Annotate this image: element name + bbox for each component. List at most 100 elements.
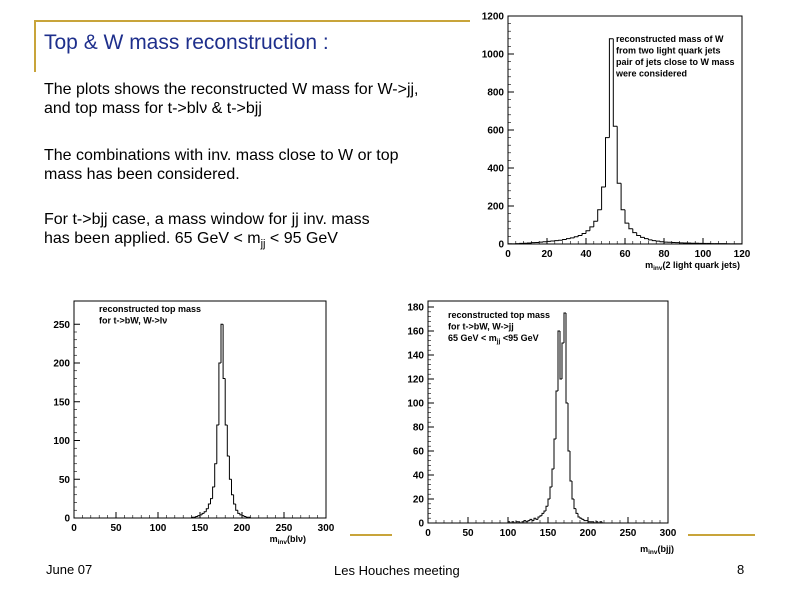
x-tick-label: 50 (110, 523, 122, 534)
histogram-bin (612, 38, 618, 127)
histogram-bin (533, 517, 536, 521)
histogram-bin (547, 498, 550, 507)
x-tick-label: 250 (620, 528, 637, 539)
histogram-bin (597, 521, 600, 524)
histogram-bin (519, 521, 522, 524)
histogram-bin (593, 220, 598, 227)
x-tick-label: 200 (234, 523, 251, 534)
histogram-bin (210, 498, 213, 505)
histogram-bin (226, 425, 230, 457)
histogram-bin (235, 504, 238, 511)
y-tick-label: 140 (407, 351, 424, 362)
x-tick-label: 100 (695, 249, 712, 260)
histogram-bin (585, 230, 590, 234)
histogram-bin (539, 515, 542, 517)
y-tick-label: 100 (407, 399, 424, 410)
histogram-bin (545, 505, 548, 511)
histogram-bin (207, 503, 211, 509)
histogram-bin (222, 324, 226, 379)
y-tick-label: 0 (64, 514, 70, 525)
y-tick-label: 400 (487, 164, 504, 175)
histogram-bin (527, 520, 530, 522)
histogram-bin (601, 186, 606, 210)
histogram-bin (515, 521, 518, 523)
histogram-bin (628, 223, 633, 230)
histogram-bin (197, 515, 200, 517)
histogram-bin (608, 38, 614, 138)
histogram-bin (231, 479, 234, 496)
y-tick-label: 200 (53, 359, 70, 370)
histogram-bin (195, 515, 198, 518)
y-tick-label: 800 (487, 88, 504, 99)
histogram-bin (543, 510, 546, 514)
histogram-bin (587, 520, 590, 523)
histogram-bin (632, 228, 637, 234)
histogram-bin (239, 513, 242, 516)
top-mass-blnu-histogram: 0 50 100 150 200 250 0 50 100 150 200 250 300 reconst… (53, 300, 335, 546)
histogram-bin (577, 234, 583, 237)
histogram-bin (569, 451, 572, 482)
histogram-bin (199, 514, 203, 516)
histogram-bin (228, 456, 232, 480)
paragraph-1-line-2: and top mass for t->blν & t->bjj (44, 100, 262, 117)
histogram-bin (557, 330, 560, 391)
histogram-bin (647, 238, 653, 241)
y-tick-label: 200 (487, 202, 504, 213)
histogram-bin (575, 508, 578, 514)
x-tick-label: 250 (276, 523, 293, 534)
y-tick-label: 250 (53, 320, 70, 331)
histogram-bin (205, 508, 209, 512)
x-tick-label: 200 (580, 528, 597, 539)
legend-line: reconstructed top mass (448, 310, 550, 320)
histogram-bin (243, 515, 247, 517)
histogram-bin (241, 514, 245, 517)
histogram-bin (605, 137, 610, 187)
y-tick-label: 160 (407, 327, 424, 338)
x-tick-label: 60 (619, 249, 631, 260)
histogram-bin (579, 517, 582, 519)
histogram-bin (595, 521, 598, 523)
histogram-bin (593, 521, 596, 524)
histogram-bin (203, 511, 207, 514)
top-mass-bjj-plot: 0 20 40 60 80 100 120 140 160 180 0 50 100 150 200 250 3… (392, 290, 688, 558)
paragraph-3-line-2-prefix: has been applied. 65 GeV < m (44, 230, 261, 247)
accent-line-left (34, 20, 36, 72)
paragraph-3-line-2: has been applied. 65 GeV < mjj < 95 GeV (44, 229, 370, 254)
histogram-bin (201, 512, 205, 515)
legend-line: for t->bW, W->jj (448, 322, 514, 332)
histogram-bin (218, 362, 221, 425)
plot-frame (73, 300, 327, 519)
histogram-bin (214, 463, 217, 487)
footer-date: June 07 (46, 562, 93, 577)
paragraph-3-line-2-sub: jj (260, 238, 266, 251)
x-axis-label: minv(2 light quark jets) (645, 260, 740, 272)
histogram-bin (553, 438, 556, 469)
histogram-bin (655, 240, 661, 242)
histogram-bin (651, 239, 657, 242)
histogram-bin (569, 237, 575, 239)
histogram-bin (599, 521, 602, 523)
histogram-bin (513, 521, 516, 524)
histogram-bin (659, 241, 664, 243)
y-tick-label: 60 (413, 447, 425, 458)
histogram-bin (581, 518, 584, 520)
histogram-bin (509, 521, 512, 524)
paragraph-2-line-1: The combinations with inv. mass close to… (44, 147, 399, 164)
y-tick-label: 120 (407, 375, 424, 386)
histogram-bin (624, 209, 629, 224)
top-mass-blnu-plot: 0 50 100 150 200 250 0 50 100 150 200 250 300 reconst… (44, 290, 340, 552)
slide-title: Top & W mass reconstruction : (44, 31, 329, 54)
y-tick-label: 1200 (482, 12, 505, 23)
w-mass-histogram: 0 200 400 600 800 1000 1200 0 20 40 60 80 100 120 reco… (482, 12, 751, 273)
histogram-bin (537, 516, 540, 520)
histogram-bin (551, 468, 554, 487)
histogram-bin (566, 238, 571, 240)
legend-line: for t->bW, W->lν (99, 316, 167, 326)
paragraph-2-line-2: mass has been considered. (44, 166, 240, 183)
accent-line-top (34, 20, 474, 22)
legend-window: 65 GeV < mjj <95 GeV (448, 333, 539, 345)
y-tick-label: 600 (487, 126, 504, 137)
histogram-bin (523, 520, 526, 522)
y-tick-label: 0 (498, 240, 504, 251)
y-tick-label: 0 (418, 519, 424, 530)
